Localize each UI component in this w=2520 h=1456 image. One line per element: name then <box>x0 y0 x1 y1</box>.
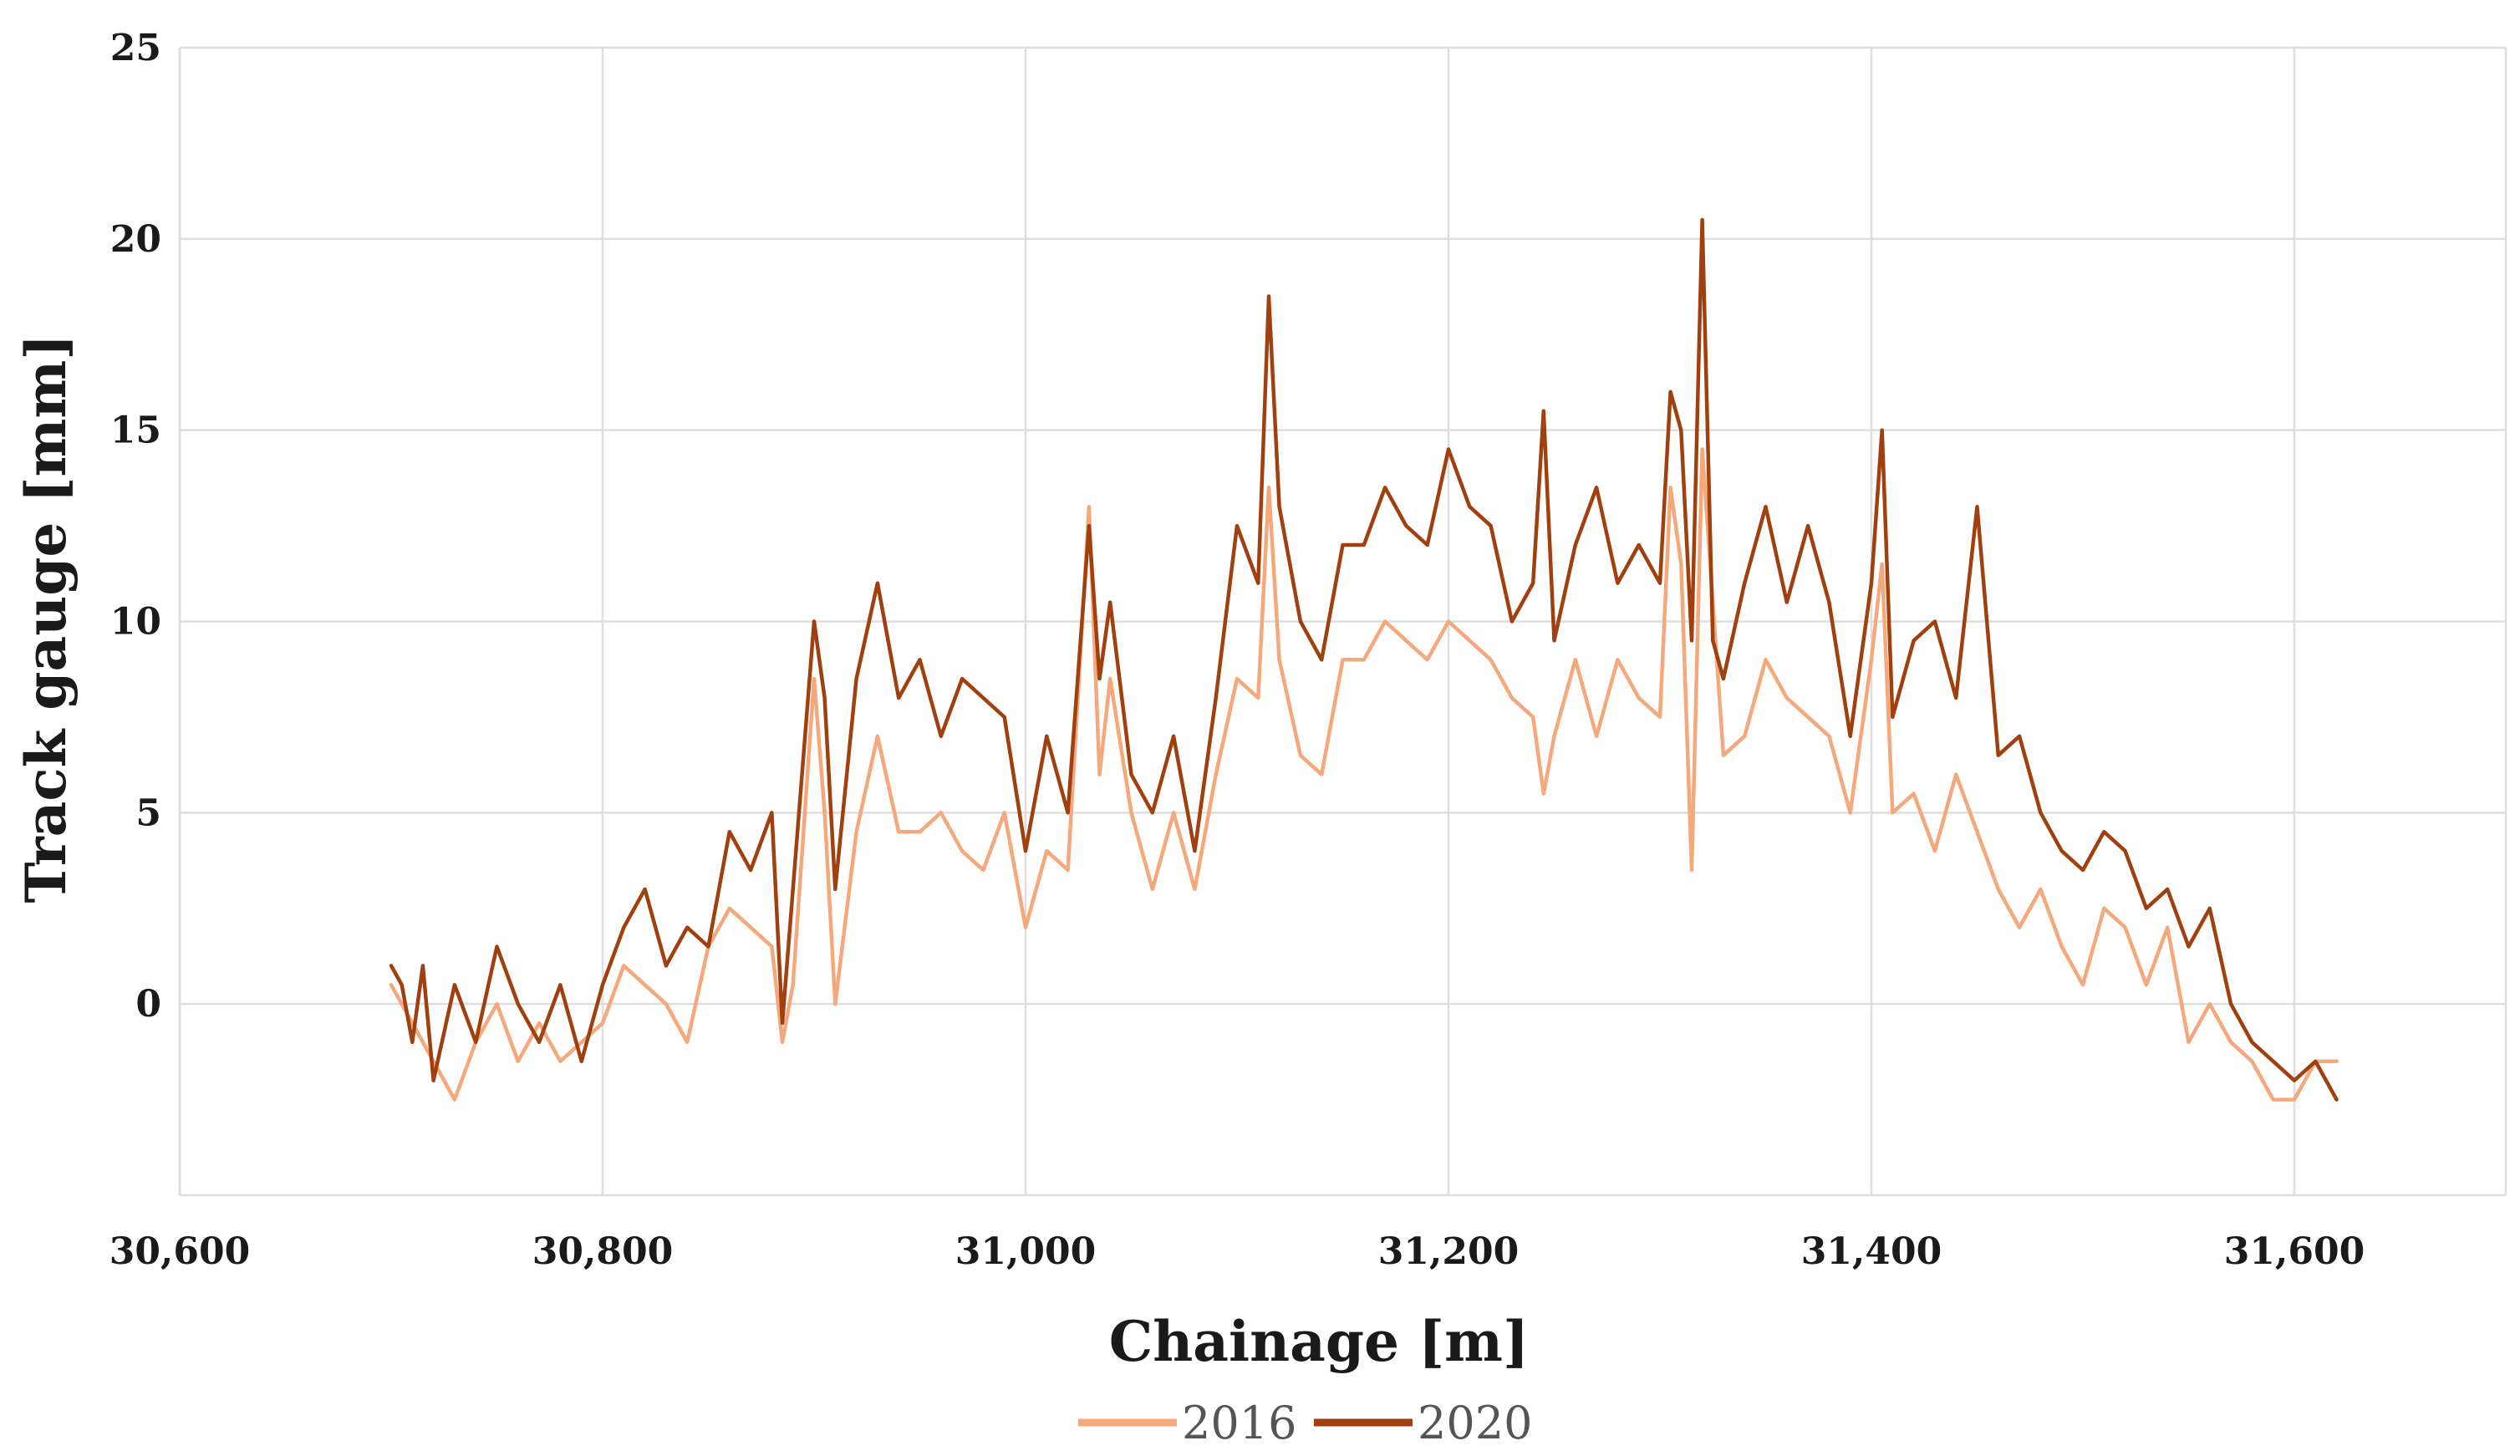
x-tick-label: 31,000 <box>955 1230 1096 1273</box>
series-line-2016 <box>389 447 2339 1102</box>
x-tick-label: 30,800 <box>532 1230 673 1273</box>
x-tick-label: 31,600 <box>2224 1230 2365 1273</box>
y-tick-label: 5 <box>135 792 161 834</box>
x-axis-ticks: 30,600 30,800 31,000 31,200 31,400 31,600 <box>109 1230 2365 1273</box>
y-tick-label: 20 <box>110 218 161 261</box>
y-tick-label: 25 <box>110 27 161 69</box>
legend-label-2016: 2016 <box>1182 1397 1296 1449</box>
y-tick-label: 10 <box>110 601 161 644</box>
legend: 2016 2020 <box>1078 1397 1532 1449</box>
x-tick-label: 31,400 <box>1801 1230 1942 1273</box>
x-tick-label: 31,200 <box>1378 1230 1519 1273</box>
series-lines <box>389 217 2339 1102</box>
y-axis-title: Track gauge [mm] <box>13 334 79 904</box>
legend-label-2020: 2020 <box>1418 1397 1532 1449</box>
y-tick-label: 0 <box>135 983 161 1026</box>
y-tick-label: 15 <box>110 410 161 452</box>
y-axis-ticks: 0 5 10 15 20 25 <box>110 27 161 1026</box>
series-line-2020 <box>389 217 2339 1102</box>
x-tick-label: 30,600 <box>109 1230 250 1273</box>
x-axis-title: Chainage [m] <box>1109 1309 1530 1374</box>
